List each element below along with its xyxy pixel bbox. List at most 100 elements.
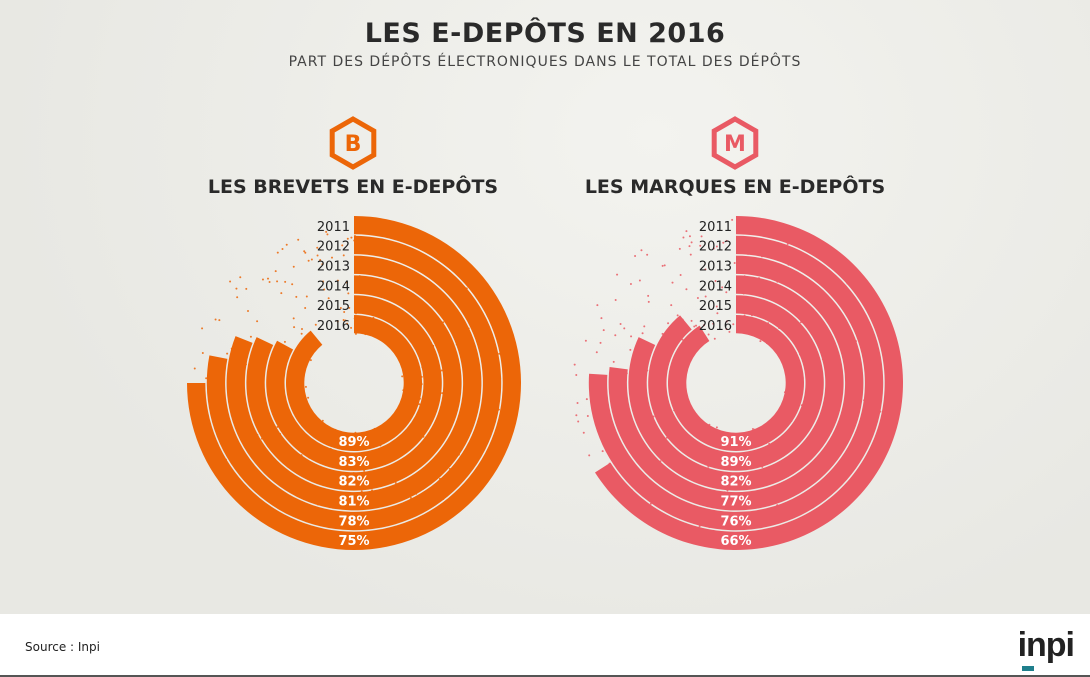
texture-dot [715, 305, 718, 308]
texture-dot [280, 292, 283, 295]
texture-dot [310, 258, 313, 261]
texture-dot [441, 392, 444, 395]
radial-bar-2016 [286, 315, 423, 451]
texture-dot [304, 251, 307, 254]
texture-dot [713, 337, 716, 340]
texture-dot [291, 283, 294, 286]
texture-dot [601, 450, 604, 453]
radial-bar-2013 [608, 255, 864, 511]
texture-dot [696, 297, 699, 300]
texture-dot [347, 292, 350, 295]
texture-dot [641, 332, 644, 335]
texture-dot [619, 323, 622, 326]
texture-dot [323, 288, 326, 291]
texture-dot [363, 469, 366, 472]
texture-dot [293, 326, 296, 329]
texture-dot [712, 322, 715, 325]
texture-dot [418, 403, 421, 406]
texture-dot [350, 236, 353, 239]
hexagon-badge-icon [711, 116, 759, 170]
texture-dot [440, 369, 443, 372]
texture-dot [704, 295, 707, 298]
texture-dot [585, 398, 588, 401]
logo-accent [1022, 666, 1034, 671]
texture-dot [336, 320, 339, 323]
texture-dot [409, 496, 412, 499]
texture-dot [731, 218, 734, 221]
texture-dot [575, 414, 578, 417]
texture-dot [267, 277, 270, 280]
texture-dot [292, 265, 295, 268]
year-label: 2016 [699, 319, 732, 334]
texture-dot [595, 351, 598, 354]
texture-dot [646, 253, 649, 256]
texture-dot [685, 230, 688, 233]
texture-dot [681, 338, 684, 341]
texture-dot [201, 327, 204, 330]
texture-dot [576, 402, 579, 405]
value-label: 89% [720, 455, 751, 470]
texture-dot [685, 288, 688, 291]
texture-dot [667, 322, 670, 325]
radial-bar-2016 [668, 315, 805, 451]
texture-dot [682, 236, 685, 239]
texture-dot [629, 282, 632, 285]
texture-dot [616, 273, 619, 276]
texture-dot [226, 352, 229, 355]
texture-dot [284, 280, 287, 283]
texture-dot [316, 246, 319, 249]
texture-dot [751, 428, 754, 431]
texture-dot [321, 263, 324, 266]
texture-dot [344, 319, 347, 322]
texture-dot [676, 314, 679, 317]
texture-dot [229, 280, 232, 283]
texture-dot [712, 247, 715, 250]
texture-dot [235, 287, 238, 290]
texture-dot [612, 360, 615, 363]
texture-dot [325, 230, 328, 233]
texture-dot [728, 330, 731, 333]
texture-dot [316, 254, 319, 257]
texture-dot [586, 414, 589, 417]
texture-dot [588, 454, 591, 457]
texture-dot [330, 256, 333, 259]
texture-dot [623, 327, 626, 330]
year-label: 2011 [317, 220, 350, 235]
value-label: 83% [338, 455, 369, 470]
texture-dot [629, 348, 632, 351]
year-label: 2015 [317, 299, 350, 314]
texture-dot [249, 335, 252, 338]
value-label: 76% [720, 514, 751, 529]
radial-charts: B 2011 75% 2012 78% 2013 81% 2014 82% 2015 83% 2016… [187, 116, 903, 550]
texture-dot [678, 247, 681, 250]
texture-dot [670, 304, 673, 307]
texture-dot [714, 279, 717, 282]
texture-dot [346, 237, 349, 240]
texture-dot [716, 312, 719, 315]
texture-dot [584, 339, 587, 342]
texture-dot [715, 426, 718, 429]
texture-dot [283, 340, 286, 343]
year-label: 2011 [699, 220, 732, 235]
brevets-title: LES BREVETS EN E-DEPÔTS [207, 176, 499, 198]
texture-dot [300, 328, 303, 331]
texture-dot [394, 482, 397, 485]
texture-dot [319, 259, 322, 262]
year-label: 2016 [317, 319, 350, 334]
texture-dot [700, 235, 703, 238]
value-label: 82% [720, 475, 751, 490]
texture-dot [725, 239, 728, 242]
texture-dot [699, 244, 702, 247]
year-label: 2014 [699, 279, 732, 294]
texture-dot [614, 299, 617, 302]
value-label: 81% [338, 495, 369, 510]
texture-dot [707, 333, 710, 336]
texture-dot [401, 375, 404, 378]
texture-dot [339, 306, 342, 309]
texture-dot [336, 279, 339, 282]
texture-dot [214, 318, 217, 321]
texture-dot [309, 359, 312, 362]
texture-dot [281, 247, 284, 250]
texture-dot [307, 259, 310, 262]
texture-dot [326, 233, 329, 236]
